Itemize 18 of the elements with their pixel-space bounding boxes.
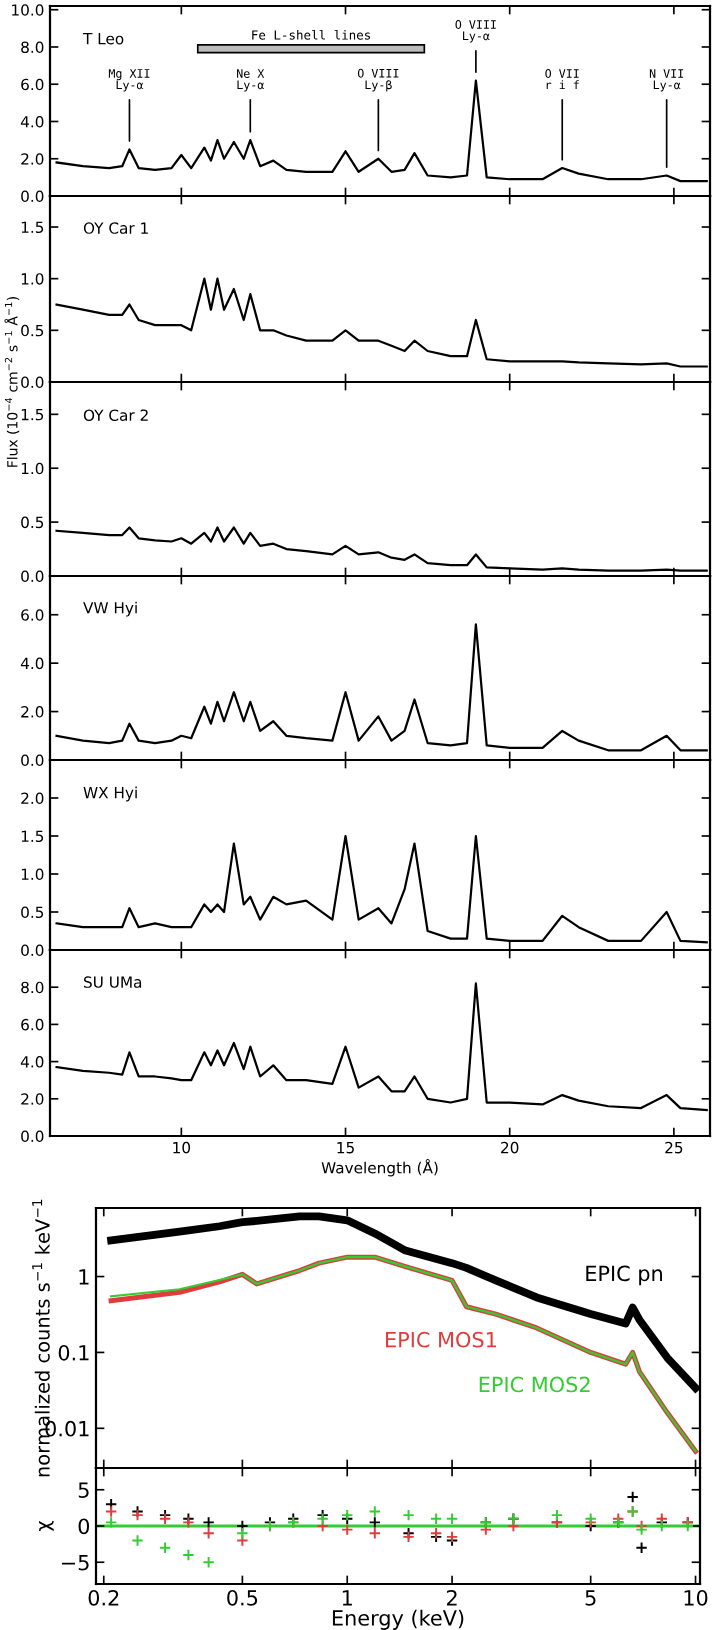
x-tick-label: 5 <box>585 1590 596 1606</box>
y-tick-label: 1 <box>79 1269 89 1285</box>
x-tick-label: 1 <box>342 1590 352 1606</box>
legend-label: EPIC pn <box>586 1265 662 1286</box>
y-tick-label: −5 <box>61 1554 89 1571</box>
y-tick-label: 0 <box>78 1518 90 1535</box>
x-tick-label: 0.2 <box>88 1589 119 1606</box>
y-tick-label: 5 <box>78 1482 89 1498</box>
x-tick-label: 0.5 <box>227 1589 258 1606</box>
series-label: EPIC MOS1 <box>386 1331 496 1348</box>
x-tick-label: 2 <box>446 1589 457 1606</box>
y-axis-title: normalized counts s$^{−1}$ keV$^{−1}$ <box>32 1199 50 1477</box>
y-tick-label: 0.1 <box>58 1344 89 1361</box>
y-axis-title: χ <box>39 1520 54 1532</box>
x-tick-label: 10 <box>684 1589 708 1606</box>
x-axis-title: Energy (keV) <box>332 1609 464 1630</box>
y-tick-label: 0.01 <box>45 1420 89 1437</box>
series-label: EPIC MOS2 <box>479 1376 590 1393</box>
